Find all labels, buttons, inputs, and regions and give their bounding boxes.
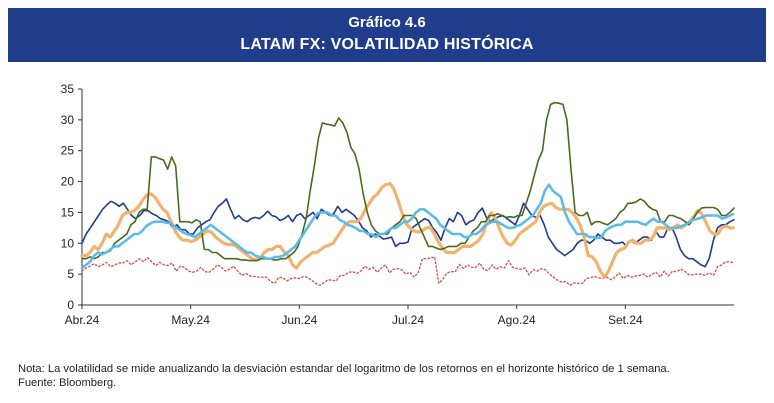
x-tick-label: Jul.24 — [392, 313, 424, 327]
y-tick-label: 30 — [61, 113, 75, 127]
line-chart: 0 5 10 15 20 25 30 35 Abr.24 May.24 Jun.24 Jul.24 Ag… — [61, 82, 736, 327]
y-tick-label: 10 — [61, 236, 75, 250]
y-tick-label: 5 — [67, 267, 74, 281]
series-line-brl — [80, 183, 736, 270]
figure-number: Gráfico 4.6 — [348, 14, 426, 31]
chart-header-banner: Gráfico 4.6 LATAM FX: VOLATILIDAD HISTÓR… — [8, 8, 766, 62]
series-line-clp — [81, 198, 735, 268]
x-tick-label: Set.24 — [608, 313, 643, 327]
source-text: Fuente: Bloomberg. — [18, 376, 117, 389]
x-tick-label: Ago.24 — [498, 313, 536, 327]
series-line-pen — [81, 256, 735, 287]
series-line-mxn — [81, 101, 735, 262]
x-tick-label: Jun.24 — [281, 313, 317, 327]
y-tick-label: 25 — [61, 144, 75, 158]
y-tick-label: 35 — [61, 82, 75, 96]
x-tick-label: May.24 — [171, 313, 210, 327]
y-tick-label: 15 — [61, 205, 75, 219]
x-tick-label: Abr.24 — [65, 313, 100, 327]
chart-title: LATAM FX: VOLATILIDAD HISTÓRICA — [240, 36, 534, 53]
note-text: Nota: La volatilidad se mide anualizando… — [18, 363, 670, 375]
series-line-cop — [80, 181, 736, 279]
y-tick-label: 20 — [61, 175, 75, 189]
chart-footnote: Nota: La volatilidad se mide anualizando… — [18, 363, 670, 390]
y-tick-label: 0 — [67, 298, 74, 312]
